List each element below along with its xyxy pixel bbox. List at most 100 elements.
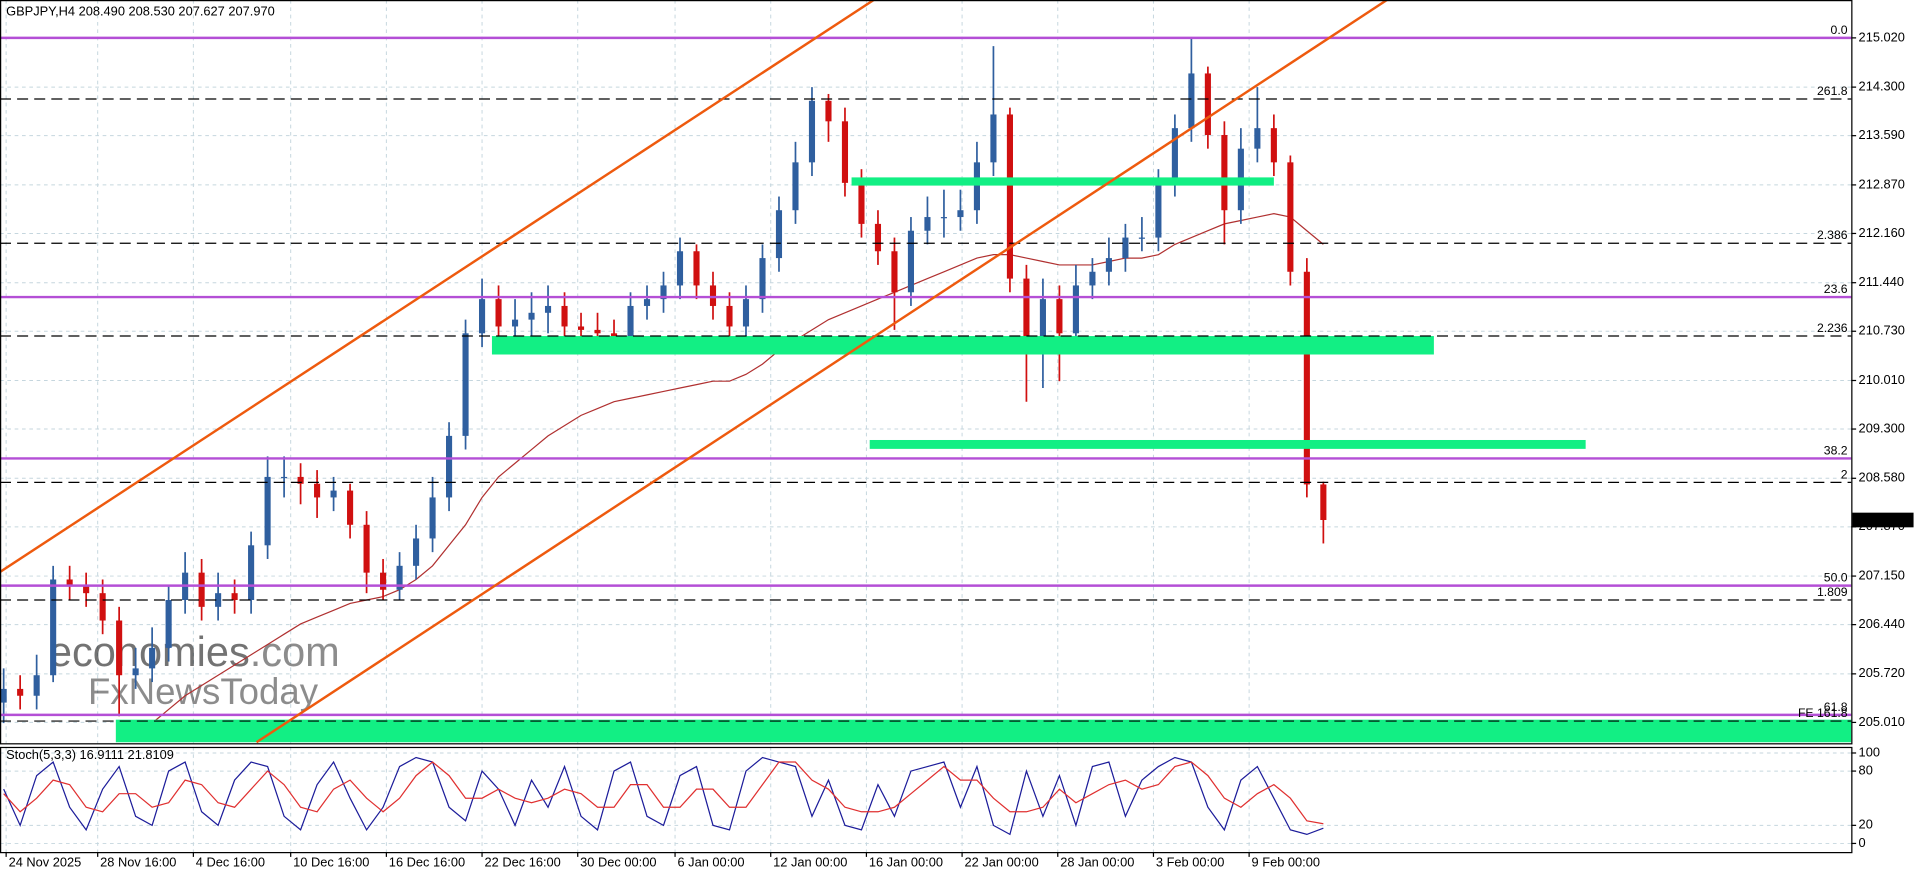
candle-body <box>511 319 519 327</box>
y-tick-label: 0 <box>1859 835 1866 850</box>
candle-body <box>413 538 420 566</box>
y-tick-label: 210.730 <box>1859 323 1905 338</box>
candle-body <box>83 586 90 594</box>
level-label: 1.809 <box>1817 585 1848 599</box>
candle-body <box>726 305 733 327</box>
candle-body <box>759 258 766 300</box>
y-tick-label: 207.150 <box>1859 567 1905 582</box>
y-tick-label: 210.010 <box>1859 372 1905 387</box>
candle-body <box>1254 128 1261 149</box>
candle-body <box>380 572 387 590</box>
level-label: 50.0 <box>1824 571 1848 585</box>
y-tick-label: 212.870 <box>1859 176 1905 191</box>
x-tick-label: 16 Dec 16:00 <box>389 854 465 869</box>
level-label: 2 <box>1841 467 1848 481</box>
candle-body <box>17 688 24 696</box>
level-label: 23.6 <box>1824 282 1848 296</box>
y-tick-label: 205.720 <box>1859 665 1905 680</box>
channel-line <box>0 0 875 573</box>
candle-body <box>577 326 585 330</box>
candle-body <box>1023 278 1030 354</box>
candle-body <box>1138 237 1145 239</box>
y-tick-label: 212.160 <box>1859 225 1905 240</box>
level-label: 2.236 <box>1817 321 1848 335</box>
candle-body <box>198 572 205 607</box>
candle-body <box>775 210 783 259</box>
candle-body <box>1155 182 1162 238</box>
watermark: FxNewsToday <box>88 671 319 712</box>
candle-body <box>99 593 106 621</box>
level-label: 61.8 <box>1824 700 1848 714</box>
candle-body <box>347 490 354 525</box>
x-tick-label: 3 Feb 00:00 <box>1156 854 1224 869</box>
zone <box>869 439 1586 449</box>
y-tick-label: 209.300 <box>1859 420 1905 435</box>
candle-body <box>792 162 799 211</box>
price-box-label: 207.970 <box>1857 511 1903 526</box>
stoch-line <box>3 761 1324 825</box>
x-tick-label: 30 Dec 00:00 <box>580 854 656 869</box>
x-tick-label: 22 Jan 00:00 <box>965 854 1039 869</box>
y-tick-label: 100 <box>1859 744 1880 759</box>
x-tick-label: 22 Dec 16:00 <box>484 854 560 869</box>
y-tick-label: 20 <box>1859 817 1873 832</box>
x-tick-label: 12 Jan 00:00 <box>773 854 847 869</box>
candle-body <box>231 593 238 601</box>
candle-body <box>1204 73 1211 135</box>
candle-body <box>1221 134 1228 211</box>
y-tick-label: 213.590 <box>1859 127 1905 142</box>
candle-body <box>1039 299 1046 354</box>
candle-body <box>940 217 948 219</box>
candle-body <box>396 565 403 590</box>
candle-body <box>363 524 370 573</box>
candle-body <box>643 299 651 306</box>
candle-body <box>66 579 73 587</box>
candle-body <box>478 299 486 334</box>
candle-body <box>924 217 931 231</box>
candle-body <box>627 305 634 341</box>
y-tick-label: 214.300 <box>1859 79 1905 94</box>
candle-body <box>561 305 568 327</box>
candle-body <box>330 490 337 498</box>
candle-body <box>973 162 980 211</box>
zone <box>115 719 1852 743</box>
candle-body <box>1122 237 1129 259</box>
x-tick-label: 10 Dec 16:00 <box>293 854 369 869</box>
candle-body <box>116 620 123 676</box>
stoch-panel-frame <box>0 746 1853 854</box>
y-tick-label: 205.010 <box>1859 714 1905 729</box>
watermark: .com <box>250 628 340 675</box>
candle-body <box>1105 258 1112 272</box>
panel-title: GBPJPY,H4 208.490 208.530 207.627 207.97… <box>6 4 275 19</box>
x-tick-label: 24 Nov 2025 <box>9 854 82 869</box>
candle-body <box>149 647 156 669</box>
candle-body <box>990 114 997 163</box>
candle-body <box>1287 162 1294 272</box>
level-label: 2.386 <box>1817 228 1848 242</box>
y-tick-label: 206.440 <box>1859 616 1905 631</box>
candle-body <box>874 223 882 252</box>
x-tick-label: 4 Dec 16:00 <box>196 854 265 869</box>
x-tick-label: 6 Jan 00:00 <box>678 854 745 869</box>
candle-body <box>1303 271 1310 485</box>
zone <box>491 336 1434 355</box>
main-panel-frame <box>0 0 1853 745</box>
candle-body <box>676 251 684 286</box>
candle-body <box>1188 73 1195 129</box>
candle-body <box>594 329 601 334</box>
level-label: FE 161.8 <box>1798 706 1848 720</box>
candle-body <box>495 299 502 327</box>
candle-body <box>1072 285 1079 334</box>
candle-body <box>1270 128 1277 163</box>
candle-body <box>248 545 255 601</box>
candle-body <box>446 435 453 498</box>
candle-body <box>132 668 139 676</box>
candle-body <box>841 121 849 183</box>
candle-body <box>858 182 865 224</box>
x-tick-label: 16 Jan 00:00 <box>869 854 943 869</box>
candle-body <box>1320 484 1327 520</box>
candle-body <box>429 497 436 539</box>
